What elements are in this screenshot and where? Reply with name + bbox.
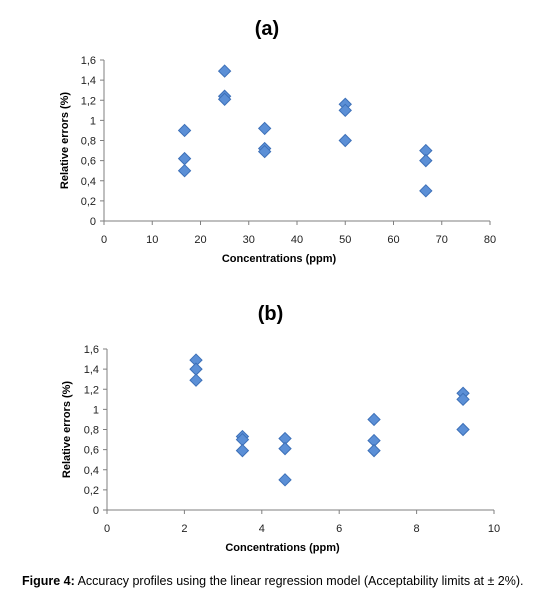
x-tick-label: 60 — [387, 234, 399, 246]
y-tick-label: 0,4 — [81, 176, 96, 188]
figure-caption: Figure 4: Accuracy profiles using the li… — [22, 574, 537, 588]
x-tick-label: 0 — [101, 234, 107, 246]
data-point — [338, 133, 352, 148]
y-tick-label: 1 — [90, 115, 96, 127]
y-tick-label: 1,2 — [84, 384, 99, 396]
y-tick-label: 0,6 — [84, 445, 99, 457]
chart-1: (b) 0 0,2 0,4 0,6 0,8 1 1,2 1,4 1,6 0 2 4 6 8 10 Concent… — [61, 303, 500, 554]
chart-title: (b) — [258, 303, 284, 325]
data-point — [257, 144, 272, 159]
y-tick-label: 1,6 — [84, 344, 99, 356]
x-tick-label: 70 — [436, 234, 448, 246]
x-tick-label: 50 — [339, 234, 351, 246]
data-point — [419, 184, 433, 198]
x-tick-label: 8 — [414, 523, 420, 535]
x-axis-label: Concentrations (ppm) — [225, 542, 340, 554]
data-point — [177, 163, 192, 178]
y-tick-label: 1,2 — [81, 95, 96, 107]
chart-0: (a) 0 0,2 0,4 0,6 0,8 1 1,2 1,4 1,6 0 10 20 30 40 50 60 7… — [59, 18, 496, 265]
caption-text: Accuracy profiles using the linear regre… — [74, 574, 524, 588]
x-tick-label: 6 — [336, 523, 342, 535]
caption-label: Figure 4: — [22, 574, 75, 588]
data-point — [177, 151, 192, 166]
x-tick-label: 0 — [104, 523, 110, 535]
data-point — [189, 373, 203, 387]
data-point — [278, 473, 292, 487]
data-point — [217, 64, 232, 78]
y-tick-label: 0 — [93, 505, 99, 517]
y-tick-label: 0 — [90, 216, 96, 228]
x-tick-label: 10 — [146, 234, 158, 246]
data-point — [456, 392, 470, 407]
y-tick-label: 0,2 — [81, 196, 96, 208]
y-tick-label: 0,6 — [81, 156, 96, 168]
data-point — [189, 362, 203, 376]
data-point — [367, 443, 381, 458]
y-tick-label: 0,8 — [81, 136, 96, 148]
y-axis-label: Relative errors (%) — [59, 92, 71, 190]
x-tick-label: 4 — [259, 523, 265, 535]
data-point — [278, 441, 292, 456]
chart-title: (a) — [255, 18, 279, 40]
x-tick-label: 2 — [181, 523, 187, 535]
y-tick-label: 1,4 — [84, 364, 99, 376]
data-point — [177, 123, 192, 138]
y-tick-label: 1,6 — [81, 55, 96, 67]
y-tick-label: 1 — [93, 404, 99, 416]
data-point — [367, 412, 381, 427]
y-tick-label: 0,4 — [84, 465, 99, 477]
y-axis-label: Relative errors (%) — [61, 381, 73, 479]
data-point — [257, 121, 272, 136]
data-point — [338, 103, 352, 118]
data-point — [217, 92, 232, 106]
y-tick-label: 0,8 — [84, 425, 99, 437]
x-axis-label: Concentrations (ppm) — [222, 253, 337, 265]
y-tick-label: 0,2 — [84, 485, 99, 497]
x-tick-label: 20 — [194, 234, 206, 246]
figure-charts: (a)00,20,40,60,811,21,41,60 10 20 30 40 50 60 7… — [59, 18, 500, 554]
data-point — [456, 422, 470, 437]
x-tick-label: 10 — [488, 523, 500, 535]
x-tick-label: 80 — [484, 234, 496, 246]
x-tick-label: 40 — [291, 234, 303, 246]
data-point — [419, 153, 433, 168]
y-tick-label: 1,4 — [81, 75, 96, 87]
data-point — [235, 443, 250, 458]
x-tick-label: 30 — [243, 234, 255, 246]
